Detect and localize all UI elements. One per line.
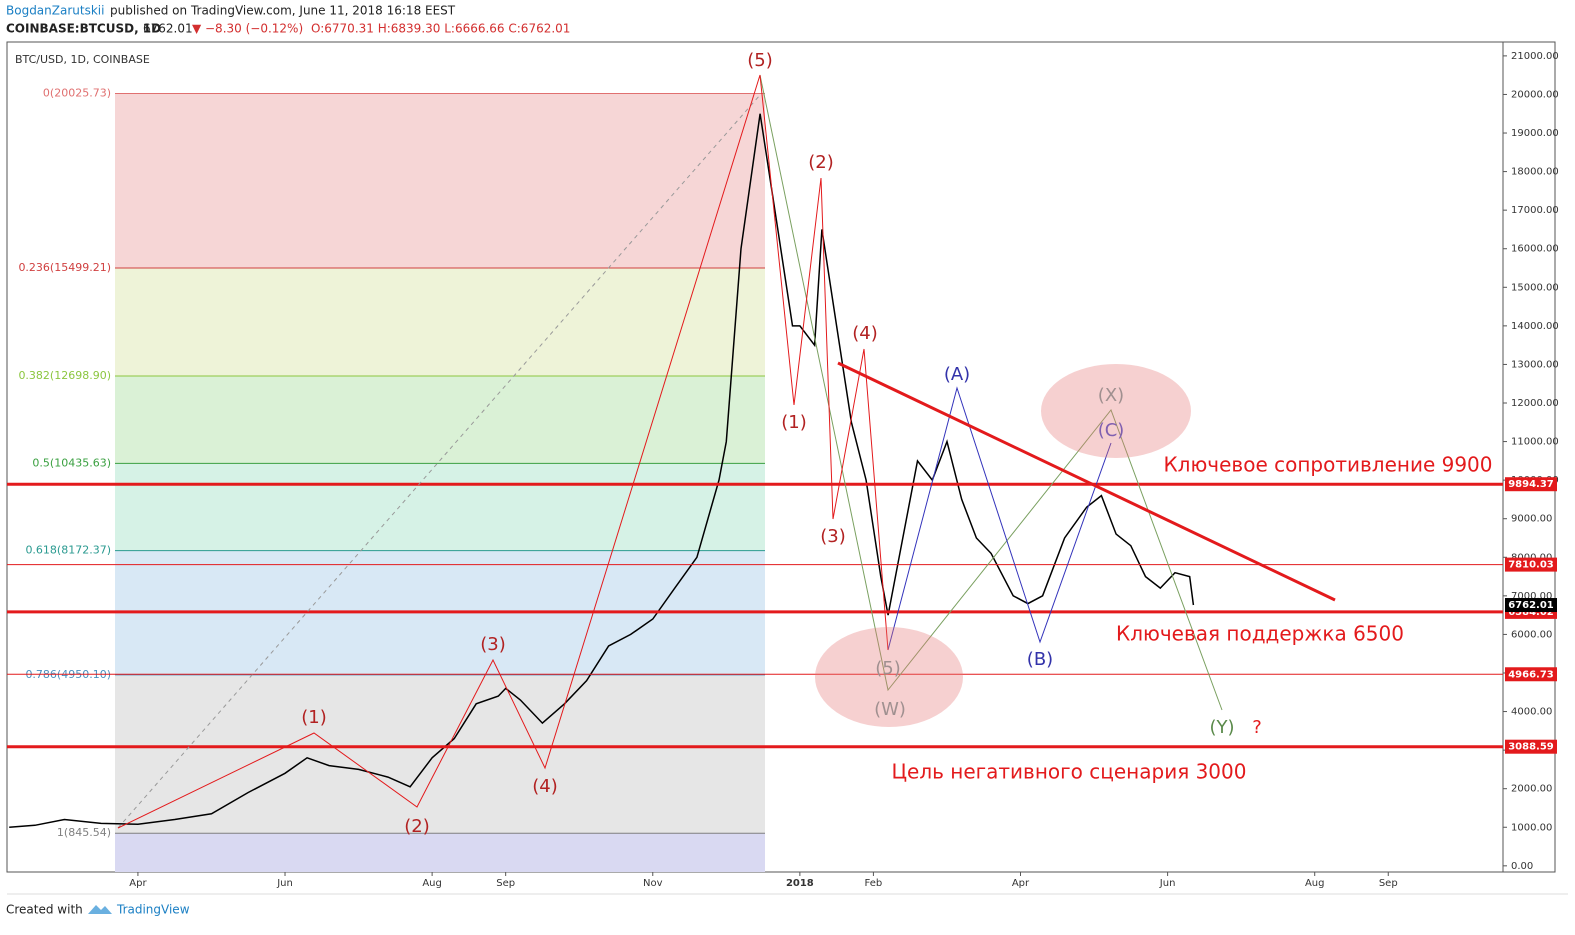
wave-label: (2) xyxy=(808,152,834,173)
change: −8.30 (−0.12%) xyxy=(205,22,303,36)
wave-label: (W) xyxy=(874,699,906,720)
wave-blue xyxy=(887,386,1112,651)
y-tick-label: 17000.00 xyxy=(1511,205,1559,216)
author[interactable]: BogdanZarutskii xyxy=(6,4,104,18)
wave-label: (C) xyxy=(1098,420,1125,441)
wave-label: (1) xyxy=(301,707,327,728)
logo xyxy=(88,905,112,914)
y-tick-label: 20000.00 xyxy=(1511,89,1559,100)
fib-band xyxy=(115,268,765,377)
fib-label: 0.382(12698.90) xyxy=(18,369,111,382)
level-label: 7810.03 xyxy=(1508,560,1554,571)
wave-label: (5) xyxy=(875,658,901,679)
y-tick-label: 13000.00 xyxy=(1511,359,1559,370)
trendline xyxy=(837,361,1336,602)
fib-band xyxy=(115,674,765,834)
y-tick-label: 19000.00 xyxy=(1511,128,1559,139)
support-note: Ключевая поддержка 6500 xyxy=(1116,622,1404,646)
x-tick-label: Sep xyxy=(496,878,515,889)
wave-label: (X) xyxy=(1098,385,1124,406)
fib-label: 1(845.54) xyxy=(57,826,111,839)
y-tick-label: 18000.00 xyxy=(1511,167,1559,178)
y-tick-label: 1000.00 xyxy=(1511,822,1552,833)
x-tick-label: Feb xyxy=(865,878,883,889)
footer-brand[interactable]: TradingView xyxy=(116,903,190,917)
y-tick-label: 14000.00 xyxy=(1511,321,1559,332)
resistance-note: Ключевое сопротивление 9900 xyxy=(1163,453,1492,477)
fib-label: 0(20025.73) xyxy=(43,86,111,99)
target-note: Цель негативного сценария 3000 xyxy=(892,760,1247,784)
y-tick-label: 7000.00 xyxy=(1511,591,1552,602)
y-tick-label: 4000.00 xyxy=(1511,707,1552,718)
level-tag xyxy=(1505,667,1557,682)
level-tag xyxy=(1505,557,1557,572)
wave-label: (2) xyxy=(404,816,430,837)
y-tick-label: 2000.00 xyxy=(1511,784,1552,795)
y-tick-label: 0.00 xyxy=(1511,861,1533,872)
frame xyxy=(6,41,1556,873)
wave-label: (A) xyxy=(944,364,970,385)
zone xyxy=(1041,364,1191,458)
footer-created: Created with xyxy=(6,903,83,917)
ohlc: O:6770.31 H:6839.30 L:6666.66 C:6762.01 xyxy=(311,22,570,36)
fib-label: 0.618(8172.37) xyxy=(25,544,111,557)
level-tag xyxy=(1505,477,1557,492)
wave-label: (1) xyxy=(781,412,807,433)
price-line xyxy=(9,113,1195,829)
y-tick-label: 9000.00 xyxy=(1511,514,1552,525)
last: 6762.01 xyxy=(143,22,193,36)
published: published on TradingView.com, June 11, 2… xyxy=(110,4,456,18)
arrow: ▼ xyxy=(192,22,202,36)
x-tick-label: Jun xyxy=(1159,878,1176,889)
y-tick-label: 16000.00 xyxy=(1511,244,1559,255)
x-tick-label: Nov xyxy=(643,878,663,889)
y-tick-label: 6000.00 xyxy=(1511,629,1552,640)
legend: BTC/USD, 1D, COINBASE xyxy=(15,53,150,66)
wave-label: (5) xyxy=(747,50,773,71)
y-tick-label: 21000.00 xyxy=(1511,51,1559,62)
fib-trend xyxy=(117,94,761,829)
wave-label: (3) xyxy=(820,526,846,547)
x-tick-label: Sep xyxy=(1379,878,1398,889)
x-tick-label: Apr xyxy=(1012,878,1030,889)
level-label: 9894.37 xyxy=(1508,479,1554,490)
fib-label: 0.236(15499.21) xyxy=(18,261,111,274)
wave-green xyxy=(759,74,1223,711)
last-price-label: 6762.01 xyxy=(1508,600,1554,611)
symbol: COINBASE:BTCUSD, 1D xyxy=(6,22,161,36)
y-tick-label: 12000.00 xyxy=(1511,398,1559,409)
x-tick-label: Apr xyxy=(129,878,147,889)
fib-band xyxy=(115,376,765,464)
level-label: 4966.73 xyxy=(1508,669,1554,680)
wave-label: (Y) xyxy=(1209,717,1234,738)
drawings xyxy=(117,74,1336,829)
y-tick-label: 15000.00 xyxy=(1511,282,1559,293)
zone xyxy=(815,627,963,727)
x-tick-label: Jun xyxy=(276,878,293,889)
y-tick-label: 11000.00 xyxy=(1511,437,1559,448)
wave-red xyxy=(117,74,889,829)
level-label: 6584.02 xyxy=(1508,607,1554,618)
fib-band xyxy=(115,833,765,872)
level-tag xyxy=(1505,739,1557,754)
x-tick-label: 2018 xyxy=(786,878,814,889)
plot: 0(20025.73) 0.236(15499.21) 0.382(12698.90… xyxy=(9,86,1195,872)
wave-label: (3) xyxy=(480,634,506,655)
wave-label: ? xyxy=(1252,717,1262,738)
level-label: 3088.59 xyxy=(1508,742,1554,753)
last-price-tag xyxy=(1505,598,1557,613)
wave-label: (B) xyxy=(1027,649,1053,670)
wave-label: (4) xyxy=(852,323,878,344)
fib-band xyxy=(115,463,765,551)
fib-band xyxy=(115,93,765,269)
wave-label: (4) xyxy=(532,776,558,797)
x-tick-label: Aug xyxy=(422,878,442,889)
x-tick-label: Aug xyxy=(1305,878,1325,889)
fib-label: 0.5(10435.63) xyxy=(32,456,111,469)
